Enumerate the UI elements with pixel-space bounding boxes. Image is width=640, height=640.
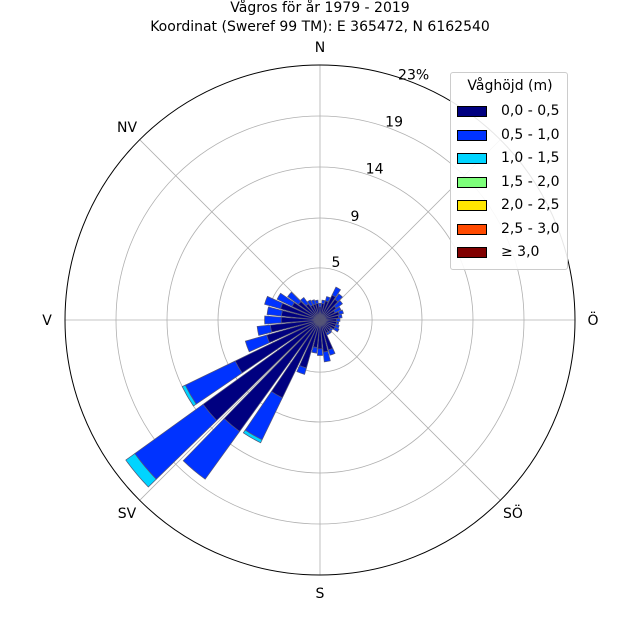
grid-spoke bbox=[139, 319, 321, 501]
legend-swatch bbox=[457, 153, 487, 164]
rose-bar-segment bbox=[334, 324, 340, 329]
rose-bar-segment bbox=[321, 299, 326, 305]
rose-bar-segment bbox=[310, 299, 316, 306]
direction-label: S bbox=[316, 586, 325, 602]
rose-bar-segment bbox=[329, 327, 334, 332]
rose-bar-segment bbox=[333, 306, 342, 314]
radial-tick-label: 5 bbox=[331, 255, 340, 271]
rose-bar-segment bbox=[314, 299, 319, 305]
rose-bar-segment bbox=[287, 291, 302, 305]
rose-bar-segment bbox=[244, 334, 270, 353]
rose-bar-segment bbox=[300, 297, 309, 307]
rose-bar-segment bbox=[181, 384, 197, 407]
rose-bar-segment bbox=[334, 293, 343, 303]
rose-bar-segment bbox=[337, 314, 343, 319]
radial-tick-label: 9 bbox=[351, 209, 360, 225]
rose-bar-segment bbox=[327, 329, 333, 334]
rose-bar-segment bbox=[264, 315, 282, 325]
rose-bar-segment bbox=[335, 321, 340, 326]
grid-spoke bbox=[139, 139, 321, 321]
rose-bar-segment bbox=[242, 429, 263, 444]
rose-bar-segment bbox=[125, 453, 157, 488]
legend-label: ≥ 3,0 bbox=[501, 244, 540, 260]
rose-bar-segment bbox=[264, 295, 284, 310]
direction-label: SÖ bbox=[503, 504, 523, 522]
radial-tick-label: 14 bbox=[366, 162, 384, 178]
direction-label: SV bbox=[118, 506, 137, 522]
legend-label: 1,0 - 1,5 bbox=[501, 150, 560, 166]
rose-bar-segment bbox=[317, 348, 323, 356]
legend-swatch bbox=[457, 106, 487, 117]
legend-label: 1,5 - 2,0 bbox=[501, 173, 560, 190]
rose-bar-segment bbox=[256, 324, 273, 336]
rose-bar-segment bbox=[328, 347, 336, 356]
rose-bar-segment bbox=[333, 326, 340, 333]
direction-label: N bbox=[315, 40, 325, 56]
direction-label: Ö bbox=[587, 311, 598, 329]
legend-title: Våghöjd (m) bbox=[467, 78, 553, 94]
chart-subtitle: Koordinat (Sweref 99 TM): E 365472, N 61… bbox=[150, 19, 490, 35]
rose-bar-segment bbox=[336, 318, 341, 322]
polar-grid bbox=[64, 64, 576, 576]
rose-bar-segment bbox=[296, 365, 307, 375]
rose-bar-segment bbox=[276, 292, 295, 307]
axis-labels: 5 9 14 19 23% N NV V SV S SÖ Ö bbox=[42, 40, 598, 602]
rose-bar-segment bbox=[307, 299, 314, 307]
rose-bar-segment bbox=[318, 303, 322, 308]
rose-bar-segment bbox=[322, 350, 331, 363]
rose-bar-segment bbox=[182, 418, 241, 480]
rose-bar-segment bbox=[266, 306, 283, 317]
rose-bars bbox=[125, 286, 344, 488]
rose-bar-segment bbox=[331, 286, 342, 298]
legend-swatch bbox=[457, 200, 487, 211]
radial-tick-label: 23% bbox=[398, 67, 429, 83]
outer-ring bbox=[64, 64, 576, 576]
direction-label: NV bbox=[117, 120, 137, 136]
legend-label: 2,5 - 3,0 bbox=[501, 220, 560, 237]
legend-swatch bbox=[457, 176, 487, 188]
rose-bar-segment bbox=[311, 346, 318, 354]
legend-label: 0,0 - 0,5 bbox=[501, 103, 560, 119]
legend-label: 0,5 - 1,0 bbox=[501, 126, 560, 143]
radial-tick-label: 19 bbox=[385, 115, 403, 131]
legend: Våghöjd (m) 0,0 - 0,5 0,5 - 1,0 1,0 - 1,5 1… bbox=[450, 72, 568, 270]
rose-bar-segment bbox=[324, 296, 331, 303]
legend-swatch bbox=[457, 223, 487, 235]
legend-label: 2,0 - 2,5 bbox=[501, 197, 560, 213]
direction-label: V bbox=[42, 313, 52, 329]
rose-bar-segment bbox=[325, 331, 330, 336]
rose-bar-segment bbox=[333, 300, 343, 309]
legend-swatch bbox=[457, 129, 487, 141]
legend-swatch bbox=[457, 247, 487, 258]
chart-title: Vågros för år 1979 - 2019 bbox=[230, 0, 410, 16]
grid-spoke bbox=[319, 319, 501, 501]
rose-bar-segment bbox=[337, 309, 344, 316]
